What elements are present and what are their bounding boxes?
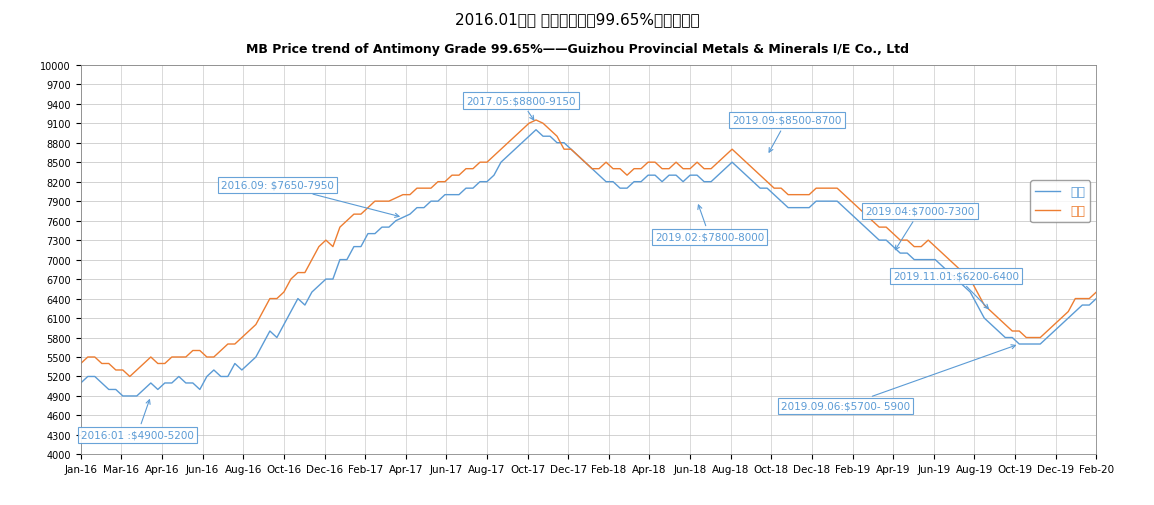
- 低幅: [368, 231, 382, 237]
- 高幅: [529, 118, 542, 124]
- 高幅: [1089, 289, 1103, 295]
- 高幅: [368, 198, 382, 205]
- 高幅: [74, 361, 88, 367]
- 低幅: [599, 179, 613, 185]
- Text: 2016:01 :$4900-5200: 2016:01 :$4900-5200: [81, 400, 194, 440]
- 低幅: [683, 173, 697, 179]
- Text: 2017.05:$8800-9150: 2017.05:$8800-9150: [466, 96, 576, 121]
- 高幅: [599, 160, 613, 166]
- 低幅: [74, 380, 88, 386]
- Text: 2019.11.01:$6200-6400: 2019.11.01:$6200-6400: [893, 271, 1019, 309]
- 低幅: [529, 127, 542, 133]
- 高幅: [683, 166, 697, 172]
- Text: 2019.02:$7800-8000: 2019.02:$7800-8000: [655, 206, 764, 242]
- 低幅: [325, 277, 339, 283]
- Text: 2019.09.06:$5700- 5900: 2019.09.06:$5700- 5900: [781, 345, 1016, 411]
- 高幅: [334, 225, 347, 231]
- 低幅: [200, 374, 213, 380]
- 低幅: [334, 257, 347, 263]
- Line: 低幅: 低幅: [81, 130, 1096, 396]
- Text: 2019.09:$8500-8700: 2019.09:$8500-8700: [732, 116, 841, 153]
- Line: 高幅: 高幅: [81, 121, 1096, 377]
- Text: 2016.09: $7650-7950: 2016.09: $7650-7950: [220, 181, 399, 218]
- Text: 2016.01至今 金属导报锶锟99.65%价格走势图: 2016.01至今 金属导报锶锟99.65%价格走势图: [455, 13, 699, 28]
- Text: 2019.04:$7000-7300: 2019.04:$7000-7300: [866, 207, 974, 250]
- 高幅: [122, 374, 136, 380]
- 高幅: [325, 244, 339, 250]
- Legend: 低幅, 高幅: 低幅, 高幅: [1031, 181, 1091, 223]
- 低幅: [1089, 296, 1103, 302]
- Text: MB Price trend of Antimony Grade 99.65%——Guizhou Provincial Metals & Minerals I/: MB Price trend of Antimony Grade 99.65%—…: [246, 43, 908, 56]
- 低幅: [115, 393, 129, 399]
- 高幅: [200, 355, 213, 361]
